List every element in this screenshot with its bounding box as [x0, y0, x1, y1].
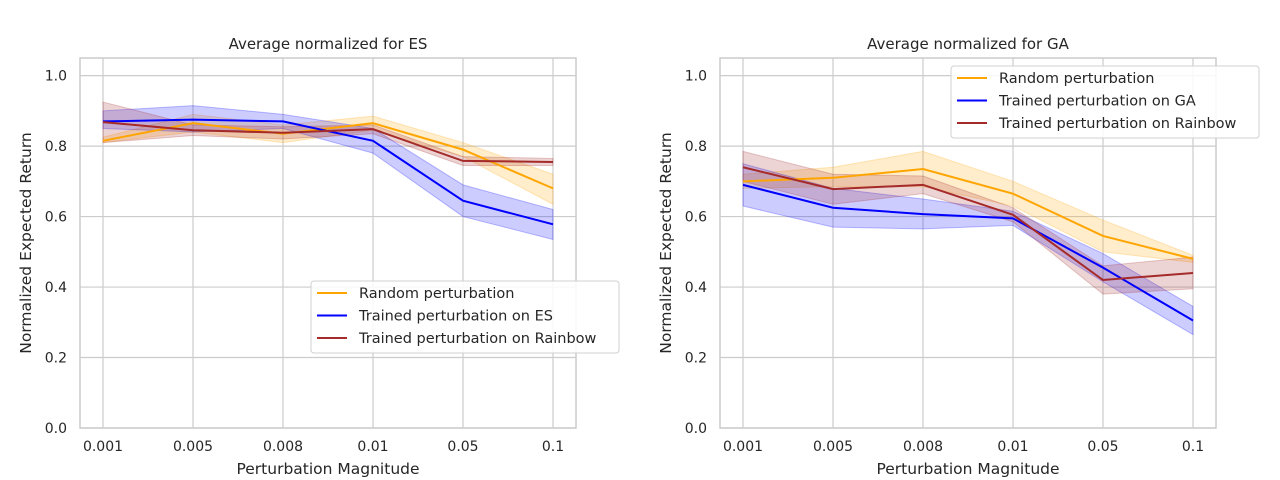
- y-tick-label: 0.6: [45, 210, 67, 226]
- y-tick-label: 0.0: [45, 421, 67, 437]
- confidence-band: [102, 101, 554, 166]
- series-line: [102, 122, 554, 190]
- y-tick-label: 0.4: [45, 280, 67, 296]
- x-tick-label: 0.008: [903, 439, 943, 455]
- y-tick-label: 0.4: [685, 280, 707, 296]
- x-tick-label: 0.05: [447, 439, 478, 455]
- legend: Random perturbation Trained perturbation …: [310, 280, 620, 354]
- confidence-band: [102, 113, 554, 206]
- y-axis-label: Normalized Expected Return: [657, 132, 675, 354]
- y-tick-label: 1.0: [685, 69, 707, 85]
- x-tick-label: 0.005: [813, 439, 853, 455]
- confidence-band: [102, 105, 554, 241]
- y-tick-label: 1.0: [45, 69, 67, 85]
- legend-label: Trained perturbation on ES: [358, 309, 553, 325]
- x-axis-label: Perturbation Magnitude: [236, 460, 419, 478]
- legend-label: Trained perturbation on Rainbow: [358, 331, 597, 347]
- chart-title: Average normalized for ES: [229, 35, 428, 53]
- x-tick-label: 0.001: [723, 439, 763, 455]
- legend-label: Random perturbation: [999, 71, 1154, 87]
- x-tick-label: 0.05: [1087, 439, 1118, 455]
- y-tick-label: 0.8: [685, 139, 707, 155]
- y-tick-label: 0.2: [685, 351, 707, 367]
- y-tick-label: 0.6: [685, 210, 707, 226]
- legend-box: [950, 65, 1260, 139]
- plot-frame: [719, 57, 1217, 429]
- series-line: [742, 167, 1194, 260]
- confidence-band: [742, 163, 1194, 336]
- x-tick-label: 0.01: [357, 439, 388, 455]
- x-tick-label: 0.001: [83, 439, 123, 455]
- x-axis-label: Perturbation Magnitude: [876, 460, 1059, 478]
- confidence-band: [742, 150, 1194, 263]
- chart-panel-1: 0.001 0.005 0.008 0.01 0.05 0.1 0.0 0.2 0.4 0.6 0.…: [17, 35, 620, 478]
- series-line: [742, 166, 1194, 282]
- plot-frame: [79, 57, 577, 429]
- series-line: [742, 183, 1194, 322]
- x-tick-label: 0.008: [263, 439, 303, 455]
- y-axis-label: Normalized Expected Return: [17, 132, 35, 354]
- legend-label: Random perturbation: [359, 286, 514, 302]
- x-tick-label: 0.1: [1182, 439, 1204, 455]
- legend-label: Trained perturbation on Rainbow: [998, 116, 1237, 132]
- chart-panel-2: 0.001 0.005 0.008 0.01 0.05 0.1 0.0 0.2 0.4 0.6 0.…: [657, 35, 1260, 478]
- chart-title: Average normalized for GA: [867, 35, 1069, 53]
- x-tick-label: 0.005: [173, 439, 213, 455]
- series-line: [102, 121, 554, 163]
- legend-label: Trained perturbation on GA: [998, 94, 1196, 110]
- legend-box: [310, 280, 620, 354]
- x-tick-label: 0.01: [997, 439, 1028, 455]
- y-tick-label: 0.0: [685, 421, 707, 437]
- y-tick-label: 0.2: [45, 351, 67, 367]
- x-tick-label: 0.1: [542, 439, 564, 455]
- legend: Random perturbation Trained perturbation …: [950, 65, 1260, 139]
- y-tick-label: 0.8: [45, 139, 67, 155]
